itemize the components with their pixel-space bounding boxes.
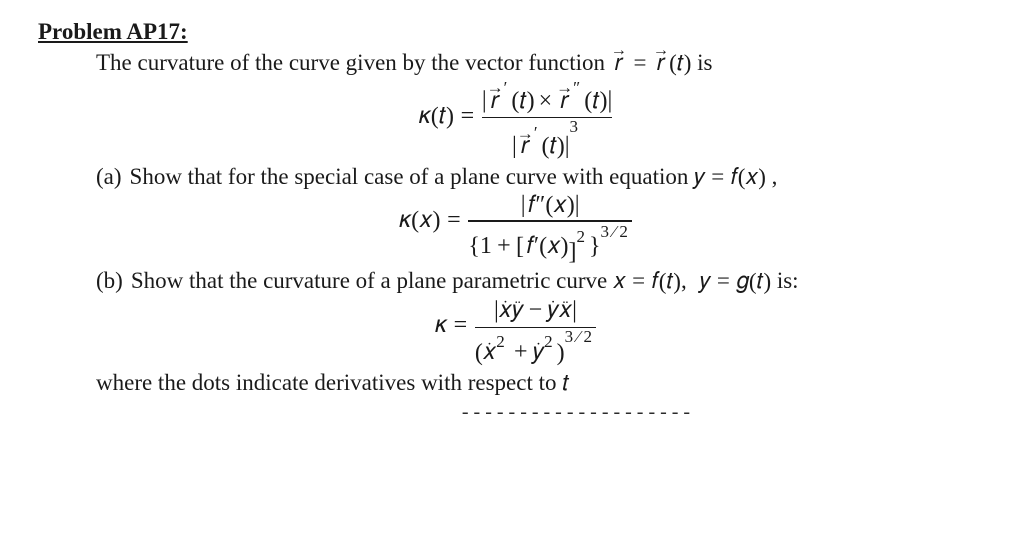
intro-line: The curvature of the curve given by the … bbox=[96, 49, 994, 78]
separator-dashes: - - - - - - - - - - - - - - - - - - - - bbox=[158, 400, 994, 425]
part-a-label: (a) bbox=[96, 163, 122, 192]
part-b-display-eq: κ= | x˙ y¨ − y˙ x¨ | ( x˙2 + y˙2 ) 3⁄2 bbox=[38, 300, 994, 365]
closing-var: t bbox=[562, 370, 569, 395]
problem-title: Problem AP17: bbox=[38, 18, 994, 47]
part-a-line: (a) Show that for the special case of a … bbox=[96, 163, 994, 192]
part-a-suffix: , bbox=[772, 164, 778, 189]
part-b-inline-eq: x=f(t), y=g(t) bbox=[613, 268, 777, 293]
part-a-inline-eq: y=f(x) bbox=[694, 164, 772, 189]
closing-line: where the dots indicate derivatives with… bbox=[96, 369, 994, 398]
intro-inline-eq: r→ = r→ (t) bbox=[611, 50, 697, 75]
part-b-text: Show that the curvature of a plane param… bbox=[131, 267, 799, 296]
intro-suffix: is bbox=[697, 50, 712, 75]
part-b-suffix: is: bbox=[777, 268, 799, 293]
part-b-line: (b) Show that the curvature of a plane p… bbox=[96, 267, 994, 296]
part-b-label: (b) bbox=[96, 267, 123, 296]
part-a-text: Show that for the special case of a plan… bbox=[130, 163, 778, 192]
kappa-definition-eq: κ(t)= | r→′ (t) × r→″ (t) | | r→′ (t) | … bbox=[38, 82, 994, 159]
part-a-prefix: Show that for the special case of a plan… bbox=[130, 164, 695, 189]
part-b-prefix: Show that the curvature of a plane param… bbox=[131, 268, 613, 293]
closing-prefix: where the dots indicate derivatives with… bbox=[96, 370, 562, 395]
intro-prefix: The curvature of the curve given by the … bbox=[96, 50, 611, 75]
part-a-display-eq: κ(x)= |f″(x)| {1+[f′(x) ]2 } 3⁄2 bbox=[38, 195, 994, 263]
